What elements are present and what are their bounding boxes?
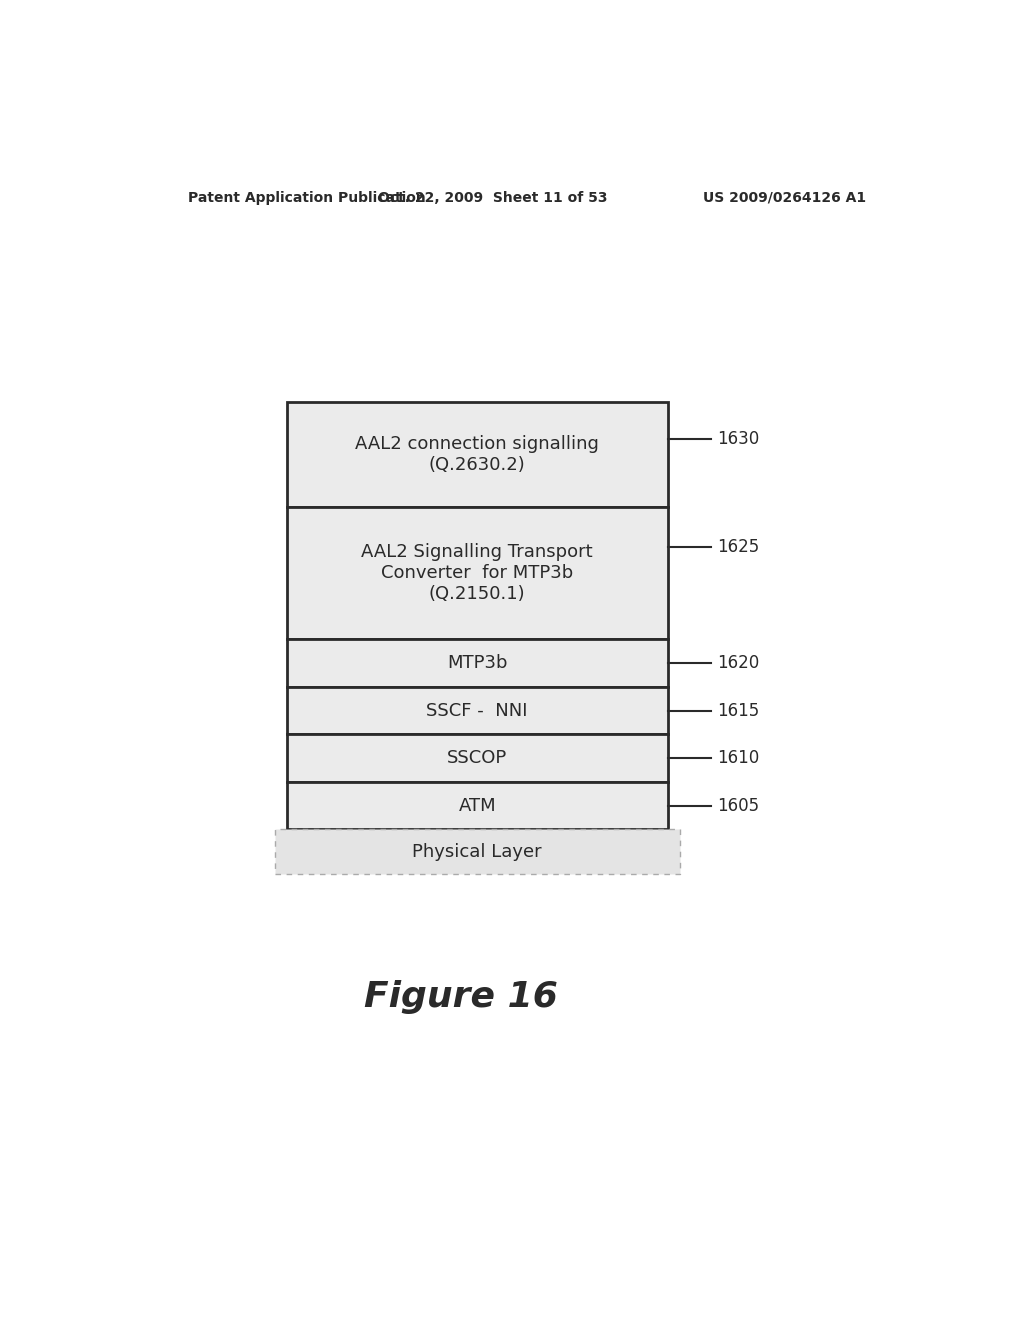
Text: Figure 16: Figure 16 <box>365 979 558 1014</box>
Text: ATM: ATM <box>459 796 496 814</box>
Text: SSCOP: SSCOP <box>447 748 507 767</box>
Text: Oct. 22, 2009  Sheet 11 of 53: Oct. 22, 2009 Sheet 11 of 53 <box>378 191 608 205</box>
Bar <box>287 734 668 781</box>
Text: 1630: 1630 <box>717 430 759 447</box>
Text: 1610: 1610 <box>717 748 759 767</box>
Text: 1620: 1620 <box>717 655 759 672</box>
Bar <box>287 781 668 829</box>
Text: 1605: 1605 <box>717 796 759 814</box>
Text: 1615: 1615 <box>717 702 759 719</box>
Text: AAL2 connection signalling
(Q.2630.2): AAL2 connection signalling (Q.2630.2) <box>355 436 599 474</box>
Text: AAL2 Signalling Transport
Converter  for MTP3b
(Q.2150.1): AAL2 Signalling Transport Converter for … <box>361 544 593 603</box>
Text: US 2009/0264126 A1: US 2009/0264126 A1 <box>702 191 866 205</box>
Bar <box>274 829 680 874</box>
Text: Physical Layer: Physical Layer <box>413 842 542 861</box>
Bar <box>287 507 668 639</box>
Text: SSCF -  NNI: SSCF - NNI <box>426 702 528 719</box>
Bar <box>287 403 668 507</box>
Text: 1625: 1625 <box>717 537 759 556</box>
Text: Patent Application Publication: Patent Application Publication <box>187 191 425 205</box>
Text: MTP3b: MTP3b <box>446 655 508 672</box>
Bar <box>287 686 668 734</box>
Bar <box>287 639 668 686</box>
